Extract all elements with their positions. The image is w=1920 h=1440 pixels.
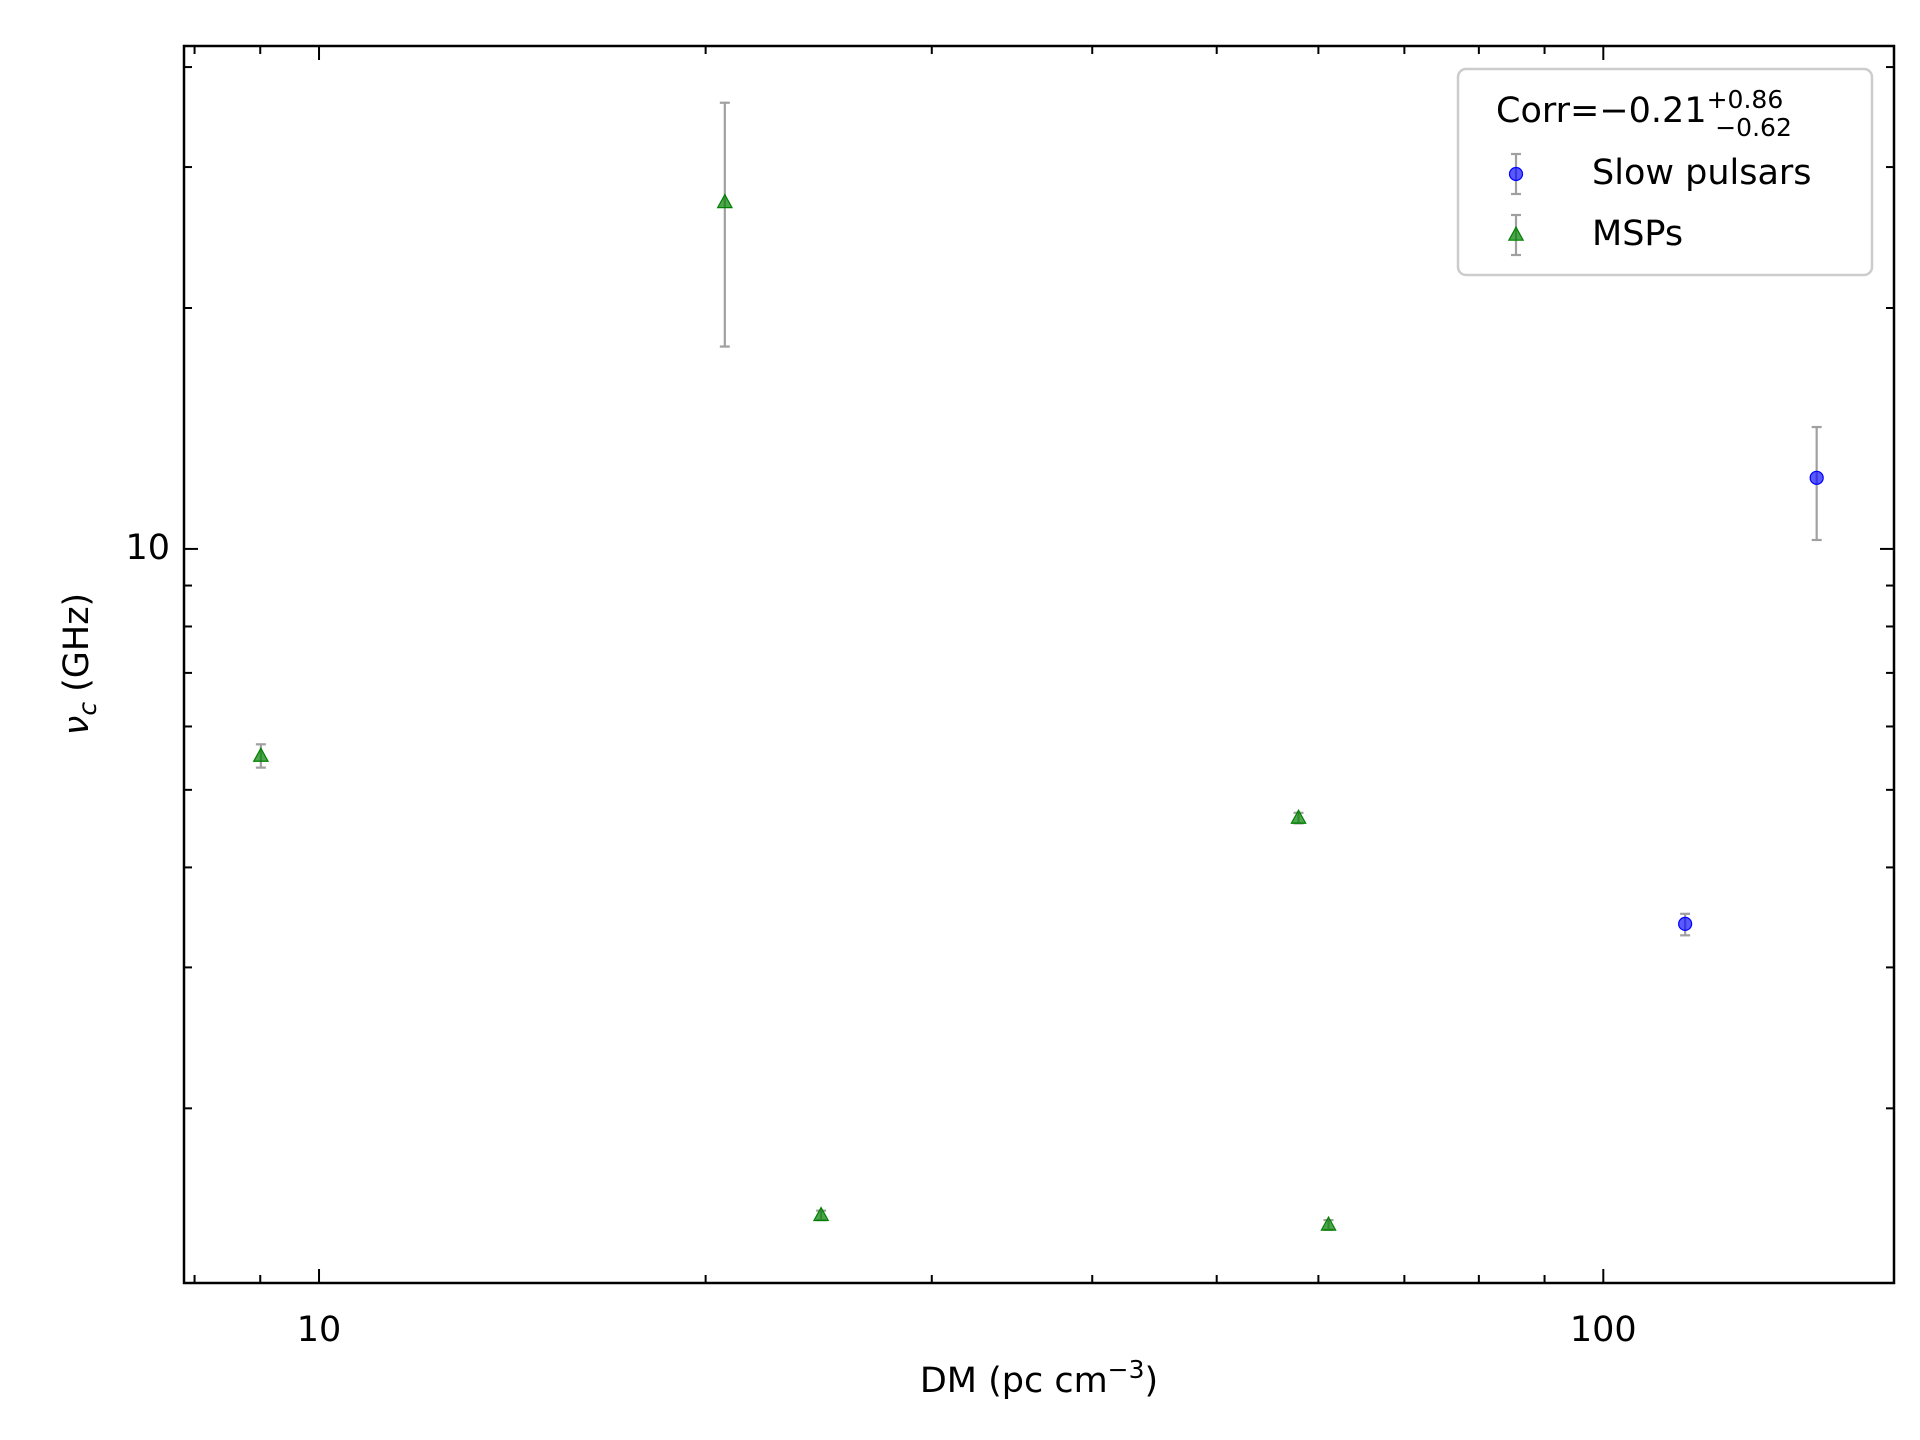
point — [1290, 809, 1307, 824]
x-axis-label: DM (pc cm−3) — [920, 1355, 1158, 1401]
x-tick-label: 10 — [297, 1310, 342, 1350]
point — [1320, 1215, 1337, 1231]
legend-marker — [1507, 225, 1525, 241]
x-label-text: DM (pc cm — [920, 1361, 1108, 1401]
legend-title-sup: +0.86 — [1707, 85, 1784, 114]
point — [1809, 470, 1824, 485]
legend-marker — [1508, 166, 1524, 182]
y-label-sub: c — [73, 702, 102, 716]
legend-label: MSPs — [1592, 214, 1683, 254]
point — [1678, 916, 1693, 931]
x-tick-label: 100 — [1570, 1310, 1637, 1350]
y-axis-label: νc (GHz) — [57, 593, 102, 735]
point — [812, 1206, 830, 1222]
plot-frame — [182, 44, 1896, 1285]
x-label-end: ) — [1145, 1361, 1159, 1401]
point — [716, 193, 733, 209]
point — [252, 747, 270, 762]
y-tick-label: 10 — [125, 528, 170, 568]
legend-title-text: Corr=−0.21 — [1496, 91, 1707, 131]
y-label-symbol: ν — [57, 716, 97, 736]
legend-box — [1456, 67, 1874, 277]
x-label-sup: −3 — [1108, 1355, 1145, 1384]
legend-title: Corr=−0.21+0.86 −0.62 — [1496, 85, 1792, 142]
legend-label: Slow pulsars — [1592, 153, 1812, 193]
legend-title-sub: −0.62 — [1715, 113, 1792, 142]
y-label-unit: (GHz) — [57, 593, 97, 692]
